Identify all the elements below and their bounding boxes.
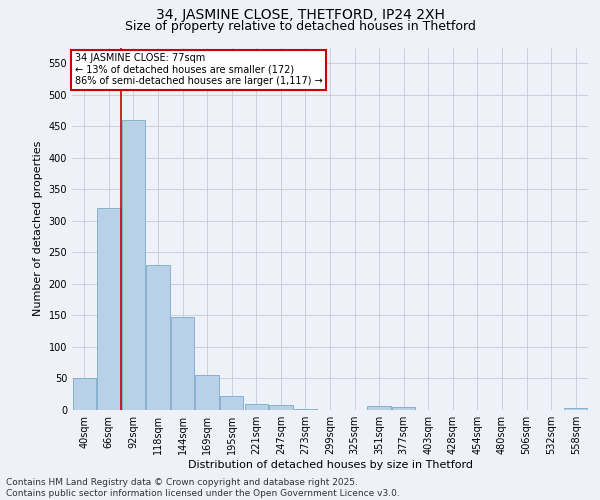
- Text: 34, JASMINE CLOSE, THETFORD, IP24 2XH: 34, JASMINE CLOSE, THETFORD, IP24 2XH: [155, 8, 445, 22]
- Text: Contains HM Land Registry data © Crown copyright and database right 2025.
Contai: Contains HM Land Registry data © Crown c…: [6, 478, 400, 498]
- Y-axis label: Number of detached properties: Number of detached properties: [33, 141, 43, 316]
- Bar: [171, 316, 194, 410]
- Bar: [196, 376, 219, 410]
- Bar: [220, 396, 244, 410]
- X-axis label: Distribution of detached houses by size in Thetford: Distribution of detached houses by size …: [187, 460, 473, 470]
- Bar: [269, 405, 293, 410]
- Bar: [73, 378, 96, 410]
- Bar: [146, 265, 170, 410]
- Bar: [122, 120, 145, 410]
- Bar: [97, 208, 121, 410]
- Text: Size of property relative to detached houses in Thetford: Size of property relative to detached ho…: [125, 20, 475, 33]
- Text: 34 JASMINE CLOSE: 77sqm
← 13% of detached houses are smaller (172)
86% of semi-d: 34 JASMINE CLOSE: 77sqm ← 13% of detache…: [74, 53, 322, 86]
- Bar: [392, 407, 415, 410]
- Bar: [367, 406, 391, 410]
- Bar: [564, 408, 587, 410]
- Bar: [245, 404, 268, 410]
